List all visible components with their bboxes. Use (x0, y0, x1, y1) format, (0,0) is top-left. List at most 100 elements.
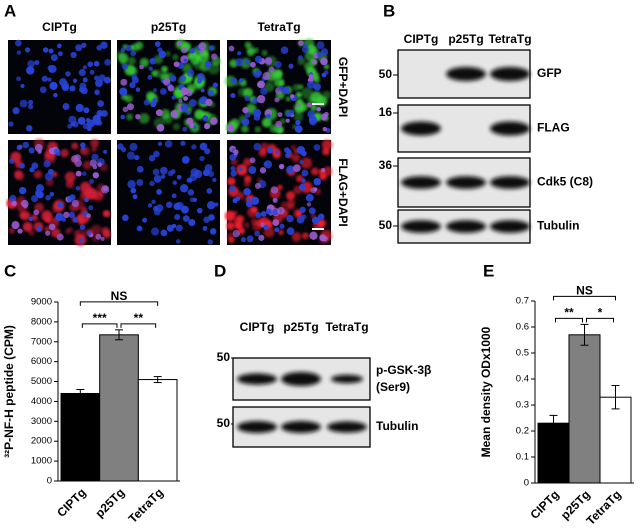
nucleus (188, 219, 196, 227)
cell (244, 175, 252, 183)
nucleus (180, 46, 188, 54)
nucleus (160, 229, 168, 237)
nucleus (268, 66, 275, 73)
cell (33, 170, 42, 179)
cell (321, 90, 332, 101)
nucleus (122, 106, 129, 113)
nucleus (19, 99, 28, 108)
nucleus (198, 42, 207, 51)
y-tick-label: 0 (47, 476, 52, 487)
nucleus (296, 103, 301, 108)
nucleus (153, 150, 160, 158)
nucleus (167, 170, 174, 177)
nucleus (49, 191, 55, 197)
nucleus (171, 223, 177, 229)
significance-label: *** (93, 311, 107, 325)
nucleus (41, 75, 48, 82)
nucleus (136, 165, 144, 173)
nucleus (230, 166, 236, 172)
cell (198, 51, 210, 63)
lane-label: CIPTg (240, 320, 275, 334)
nucleus (299, 160, 304, 165)
nucleus (78, 68, 86, 77)
nucleus (74, 159, 82, 167)
nucleus (79, 238, 85, 244)
nucleus (260, 210, 267, 217)
size-marker: 36 (379, 158, 393, 172)
cell (104, 210, 111, 218)
nucleus (11, 200, 17, 207)
nucleus (211, 53, 218, 60)
nucleus (88, 205, 94, 211)
nucleus (204, 61, 212, 68)
nucleus (50, 54, 58, 62)
nucleus (202, 169, 210, 177)
nucleus (70, 51, 77, 59)
nucleus (167, 84, 175, 92)
band-label: FLAG (537, 121, 570, 135)
nucleus (9, 194, 17, 202)
nucleus (263, 160, 273, 169)
nucleus (122, 214, 129, 222)
nucleus (49, 68, 54, 73)
nucleus (187, 177, 193, 183)
nucleus (232, 229, 240, 238)
cell (293, 112, 304, 122)
nucleus (170, 110, 179, 118)
nucleus (203, 216, 210, 224)
cell (304, 50, 317, 62)
nucleus (31, 195, 39, 203)
nucleus (196, 73, 205, 82)
nucleus (301, 214, 307, 220)
nucleus (204, 148, 211, 155)
cell (8, 227, 15, 234)
nucleus (89, 159, 98, 167)
nucleus (229, 153, 237, 161)
nucleus (71, 199, 80, 208)
nucleus (313, 187, 318, 192)
nucleus (295, 119, 301, 126)
nucleus (49, 81, 58, 90)
cell (313, 76, 320, 84)
nucleus (75, 186, 80, 191)
band-label: Cdk5 (C8) (537, 175, 593, 189)
cell (232, 221, 240, 229)
panel-label: D (214, 261, 226, 280)
significance-label: NS (576, 284, 593, 298)
significance-label: * (598, 306, 603, 320)
cell (161, 65, 168, 73)
nucleus (293, 164, 301, 172)
cell (243, 222, 250, 229)
nucleus (147, 203, 153, 208)
nucleus (125, 45, 132, 52)
nucleus (120, 47, 126, 53)
nucleus (316, 41, 325, 50)
column-label: TetraTg (257, 20, 300, 34)
nucleus (316, 106, 321, 112)
nucleus (83, 107, 90, 114)
nucleus (149, 180, 155, 187)
nucleus (139, 64, 144, 70)
significance-bracket (555, 317, 583, 323)
band (490, 67, 530, 81)
band (237, 373, 277, 385)
cell (60, 148, 69, 158)
cell (295, 91, 302, 99)
nucleus (100, 41, 108, 49)
blot-panel: CIPTg p25Tg TetraTg 50 p-GSK-3β (Ser9) 50 Tubul… (217, 320, 431, 448)
micrograph (8, 39, 112, 134)
nucleus (59, 78, 67, 86)
nucleus (257, 80, 265, 89)
cell (261, 49, 268, 57)
nucleus (274, 227, 280, 233)
nucleus (48, 48, 54, 54)
band (327, 421, 367, 433)
cell (232, 210, 238, 217)
band (490, 220, 530, 233)
nucleus (274, 97, 280, 103)
band-label: Tubulin (537, 219, 579, 233)
nucleus (75, 103, 84, 113)
nucleus (230, 77, 238, 85)
cell (90, 138, 100, 148)
band (490, 176, 530, 189)
